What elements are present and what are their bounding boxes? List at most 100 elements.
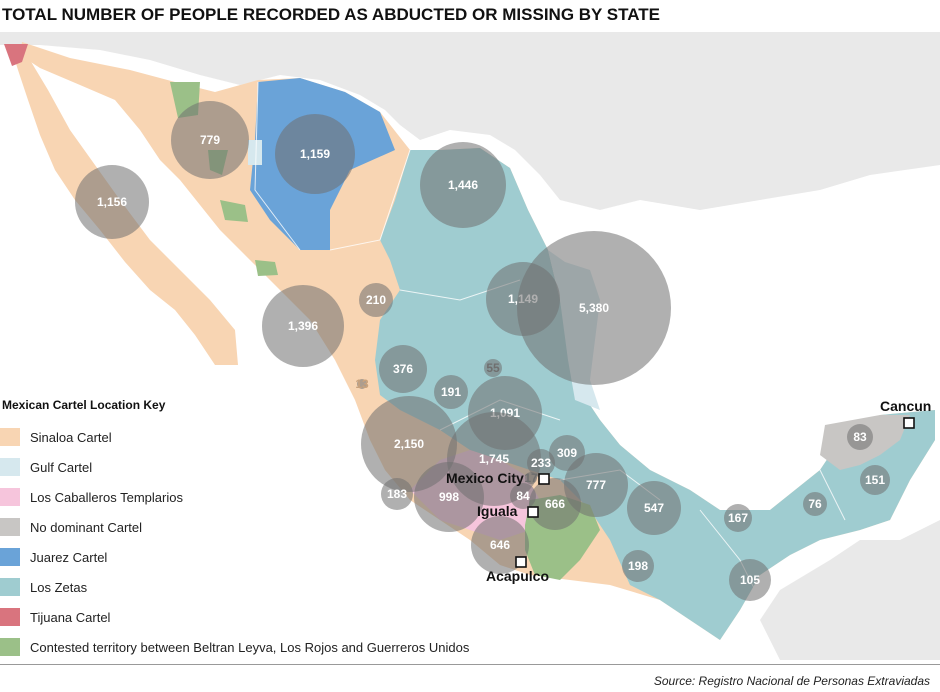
bubble-value: 13 <box>355 377 369 391</box>
bubble-value: 547 <box>644 501 664 515</box>
city-label: Cancun <box>880 398 931 414</box>
bubble-circle <box>275 114 355 194</box>
bubble-value: 167 <box>728 511 748 525</box>
legend-item-contested: Contested territory between Beltran Leyv… <box>0 632 520 662</box>
bubble-105: 105 <box>729 559 771 601</box>
bubble-value: 151 <box>865 473 885 487</box>
bubble-233: 233 <box>527 449 555 477</box>
bubble-layer: 7791,1591,1561,4461,1495,3802101,3965513… <box>75 101 890 601</box>
bubble-167: 167 <box>724 504 752 532</box>
bubble-1446: 1,446 <box>420 142 506 228</box>
bubble-76: 76 <box>803 492 827 516</box>
map-title: TOTAL NUMBER OF PEOPLE RECORDED AS ABDUC… <box>2 5 661 24</box>
legend-label: No dominant Cartel <box>30 519 142 535</box>
legend-label: Tijuana Cartel <box>30 609 111 625</box>
bubble-value: 666 <box>545 497 565 511</box>
bubble-value: 55 <box>486 361 500 375</box>
legend-swatch <box>0 488 20 506</box>
bubble-value: 183 <box>387 487 407 501</box>
bubble-circle <box>379 345 427 393</box>
bubble-value: 777 <box>586 478 606 492</box>
region-contested-north-4 <box>255 260 278 276</box>
legend-label: Gulf Cartel <box>30 459 93 475</box>
bubble-646: 646 <box>471 516 529 574</box>
bubble-circle <box>525 472 537 484</box>
bubble-circle <box>484 359 502 377</box>
footer-divider <box>0 664 940 665</box>
bubble-circle <box>724 504 752 532</box>
city-cancun: Cancun <box>880 398 931 429</box>
region-tijuana <box>4 44 28 66</box>
bubble-value: 1,396 <box>288 319 318 333</box>
legend-item-juarez: Juarez Cartel <box>0 542 520 572</box>
bubble-198: 198 <box>622 550 654 582</box>
bubble-17: 17 <box>524 471 538 485</box>
legend-label: Los Zetas <box>30 579 88 595</box>
bubble-circle <box>529 478 581 530</box>
city-label: Acapulco <box>486 568 549 584</box>
legend-swatch <box>0 608 20 626</box>
bubble-circle <box>359 283 393 317</box>
bubble-circle <box>527 449 555 477</box>
bubble-circle <box>381 478 413 510</box>
bubble-1396: 1,396 <box>262 285 344 367</box>
city-marker <box>903 417 915 429</box>
bubble-376: 376 <box>379 345 427 393</box>
bubble-value: 210 <box>366 293 386 307</box>
bubble-1156: 1,156 <box>75 165 149 239</box>
legend-title: Mexican Cartel Location Key <box>2 398 166 412</box>
bubble-circle <box>860 465 890 495</box>
bubble-value: 191 <box>441 385 461 399</box>
city-label: Iguala <box>477 503 518 519</box>
mexico-map: 7791,1591,1561,4461,1495,3802101,3965513… <box>0 32 940 660</box>
legend-label: Contested territory between Beltran Leyv… <box>30 639 470 655</box>
bubble-circle <box>262 285 344 367</box>
region-gulf-north <box>248 140 262 165</box>
bubble-value: 376 <box>393 362 413 376</box>
bubble-value: 84 <box>516 489 530 503</box>
bubble-circle <box>622 550 654 582</box>
bubble-5380: 5,380 <box>517 231 671 385</box>
legend-item-templarios: Los Caballeros Templarios <box>0 482 520 512</box>
central-america-land <box>760 520 940 660</box>
bubble-circle <box>517 231 671 385</box>
legend-label: Juarez Cartel <box>30 549 108 565</box>
bubble-value: 5,380 <box>579 301 609 315</box>
city-label: Mexico City <box>446 470 524 486</box>
legend-swatch <box>0 638 20 656</box>
bubble-circle <box>627 481 681 535</box>
bubble-value: 1,156 <box>97 195 127 209</box>
bubble-value: 2,150 <box>394 437 424 451</box>
bubble-210: 210 <box>359 283 393 317</box>
city-marker <box>515 556 527 568</box>
usa-land <box>0 32 940 210</box>
legend-item-tijuana: Tijuana Cartel <box>0 602 520 632</box>
source-note: Source: Registro Nacional de Personas Ex… <box>653 674 930 688</box>
bubble-value: 17 <box>524 471 538 485</box>
bubble-value: 779 <box>200 133 220 147</box>
bubble-value: 1,745 <box>479 452 509 466</box>
bubble-191: 191 <box>434 375 468 409</box>
bubble-666: 666 <box>529 478 581 530</box>
legend-label: Sinaloa Cartel <box>30 429 112 445</box>
city-layer: Mexico City Iguala Acapulco Cancun <box>446 398 931 584</box>
bubble-value: 1,446 <box>448 178 478 192</box>
bubble-circle <box>171 101 249 179</box>
bubble-circle <box>420 142 506 228</box>
bubble-circle <box>471 516 529 574</box>
region-contested-north-3 <box>220 200 248 222</box>
bubble-83: 83 <box>847 424 873 450</box>
bubble-779: 779 <box>171 101 249 179</box>
bubble-55: 55 <box>484 359 502 377</box>
bubble-circle <box>75 165 149 239</box>
bubble-value: 1,159 <box>300 147 330 161</box>
bubble-547: 547 <box>627 481 681 535</box>
bubble-value: 198 <box>628 559 648 573</box>
bubble-151: 151 <box>860 465 890 495</box>
bubble-circle <box>434 375 468 409</box>
legend-swatch <box>0 458 20 476</box>
legend-swatch <box>0 578 20 596</box>
legend-item-sinaloa: Sinaloa Cartel <box>0 422 520 452</box>
bubble-183: 183 <box>381 478 413 510</box>
legend-label: Los Caballeros Templarios <box>30 489 183 505</box>
